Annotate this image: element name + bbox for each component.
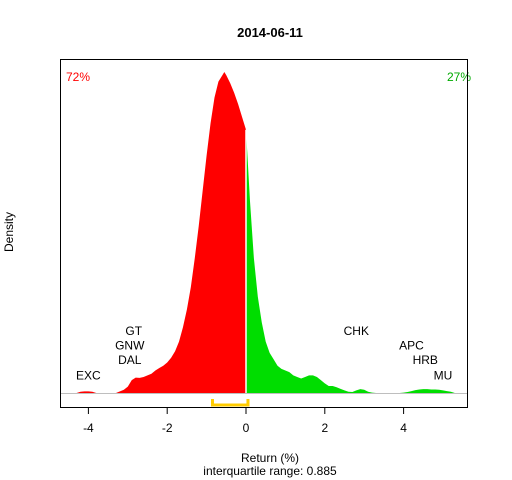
x-tick-label: -2 xyxy=(162,421,173,435)
x-axis: -4 -2 0 2 4 xyxy=(60,393,468,435)
x-tick-label: -4 xyxy=(83,421,94,435)
ticker-label: GT xyxy=(125,324,142,338)
ticker-label: GNW xyxy=(115,339,145,353)
iqr-bracket xyxy=(211,399,250,407)
positive-share-label: 27% xyxy=(447,70,471,84)
x-tick-label: 0 xyxy=(243,421,250,435)
ticker-label: CHK xyxy=(344,324,369,338)
ticker-label: HRB xyxy=(413,353,438,367)
negative-return-area xyxy=(76,72,246,393)
density-area xyxy=(76,72,455,393)
plot-frame xyxy=(60,59,468,408)
iqr-subtitle: interquartile range: 0.885 xyxy=(203,464,337,478)
y-axis-label: Density xyxy=(2,212,16,252)
ticker-label: MU xyxy=(434,369,453,383)
ticker-label: APC xyxy=(399,339,424,353)
x-axis-label: Return (%) xyxy=(241,451,299,465)
chart-title: 2014-06-11 xyxy=(237,25,303,40)
x-tick-label: 4 xyxy=(400,421,407,435)
positive-return-area xyxy=(246,129,455,393)
x-tick-label: 2 xyxy=(321,421,328,435)
negative-share-label: 72% xyxy=(66,70,90,84)
ticker-label: DAL xyxy=(118,353,142,367)
ticker-label: EXC xyxy=(76,369,101,383)
